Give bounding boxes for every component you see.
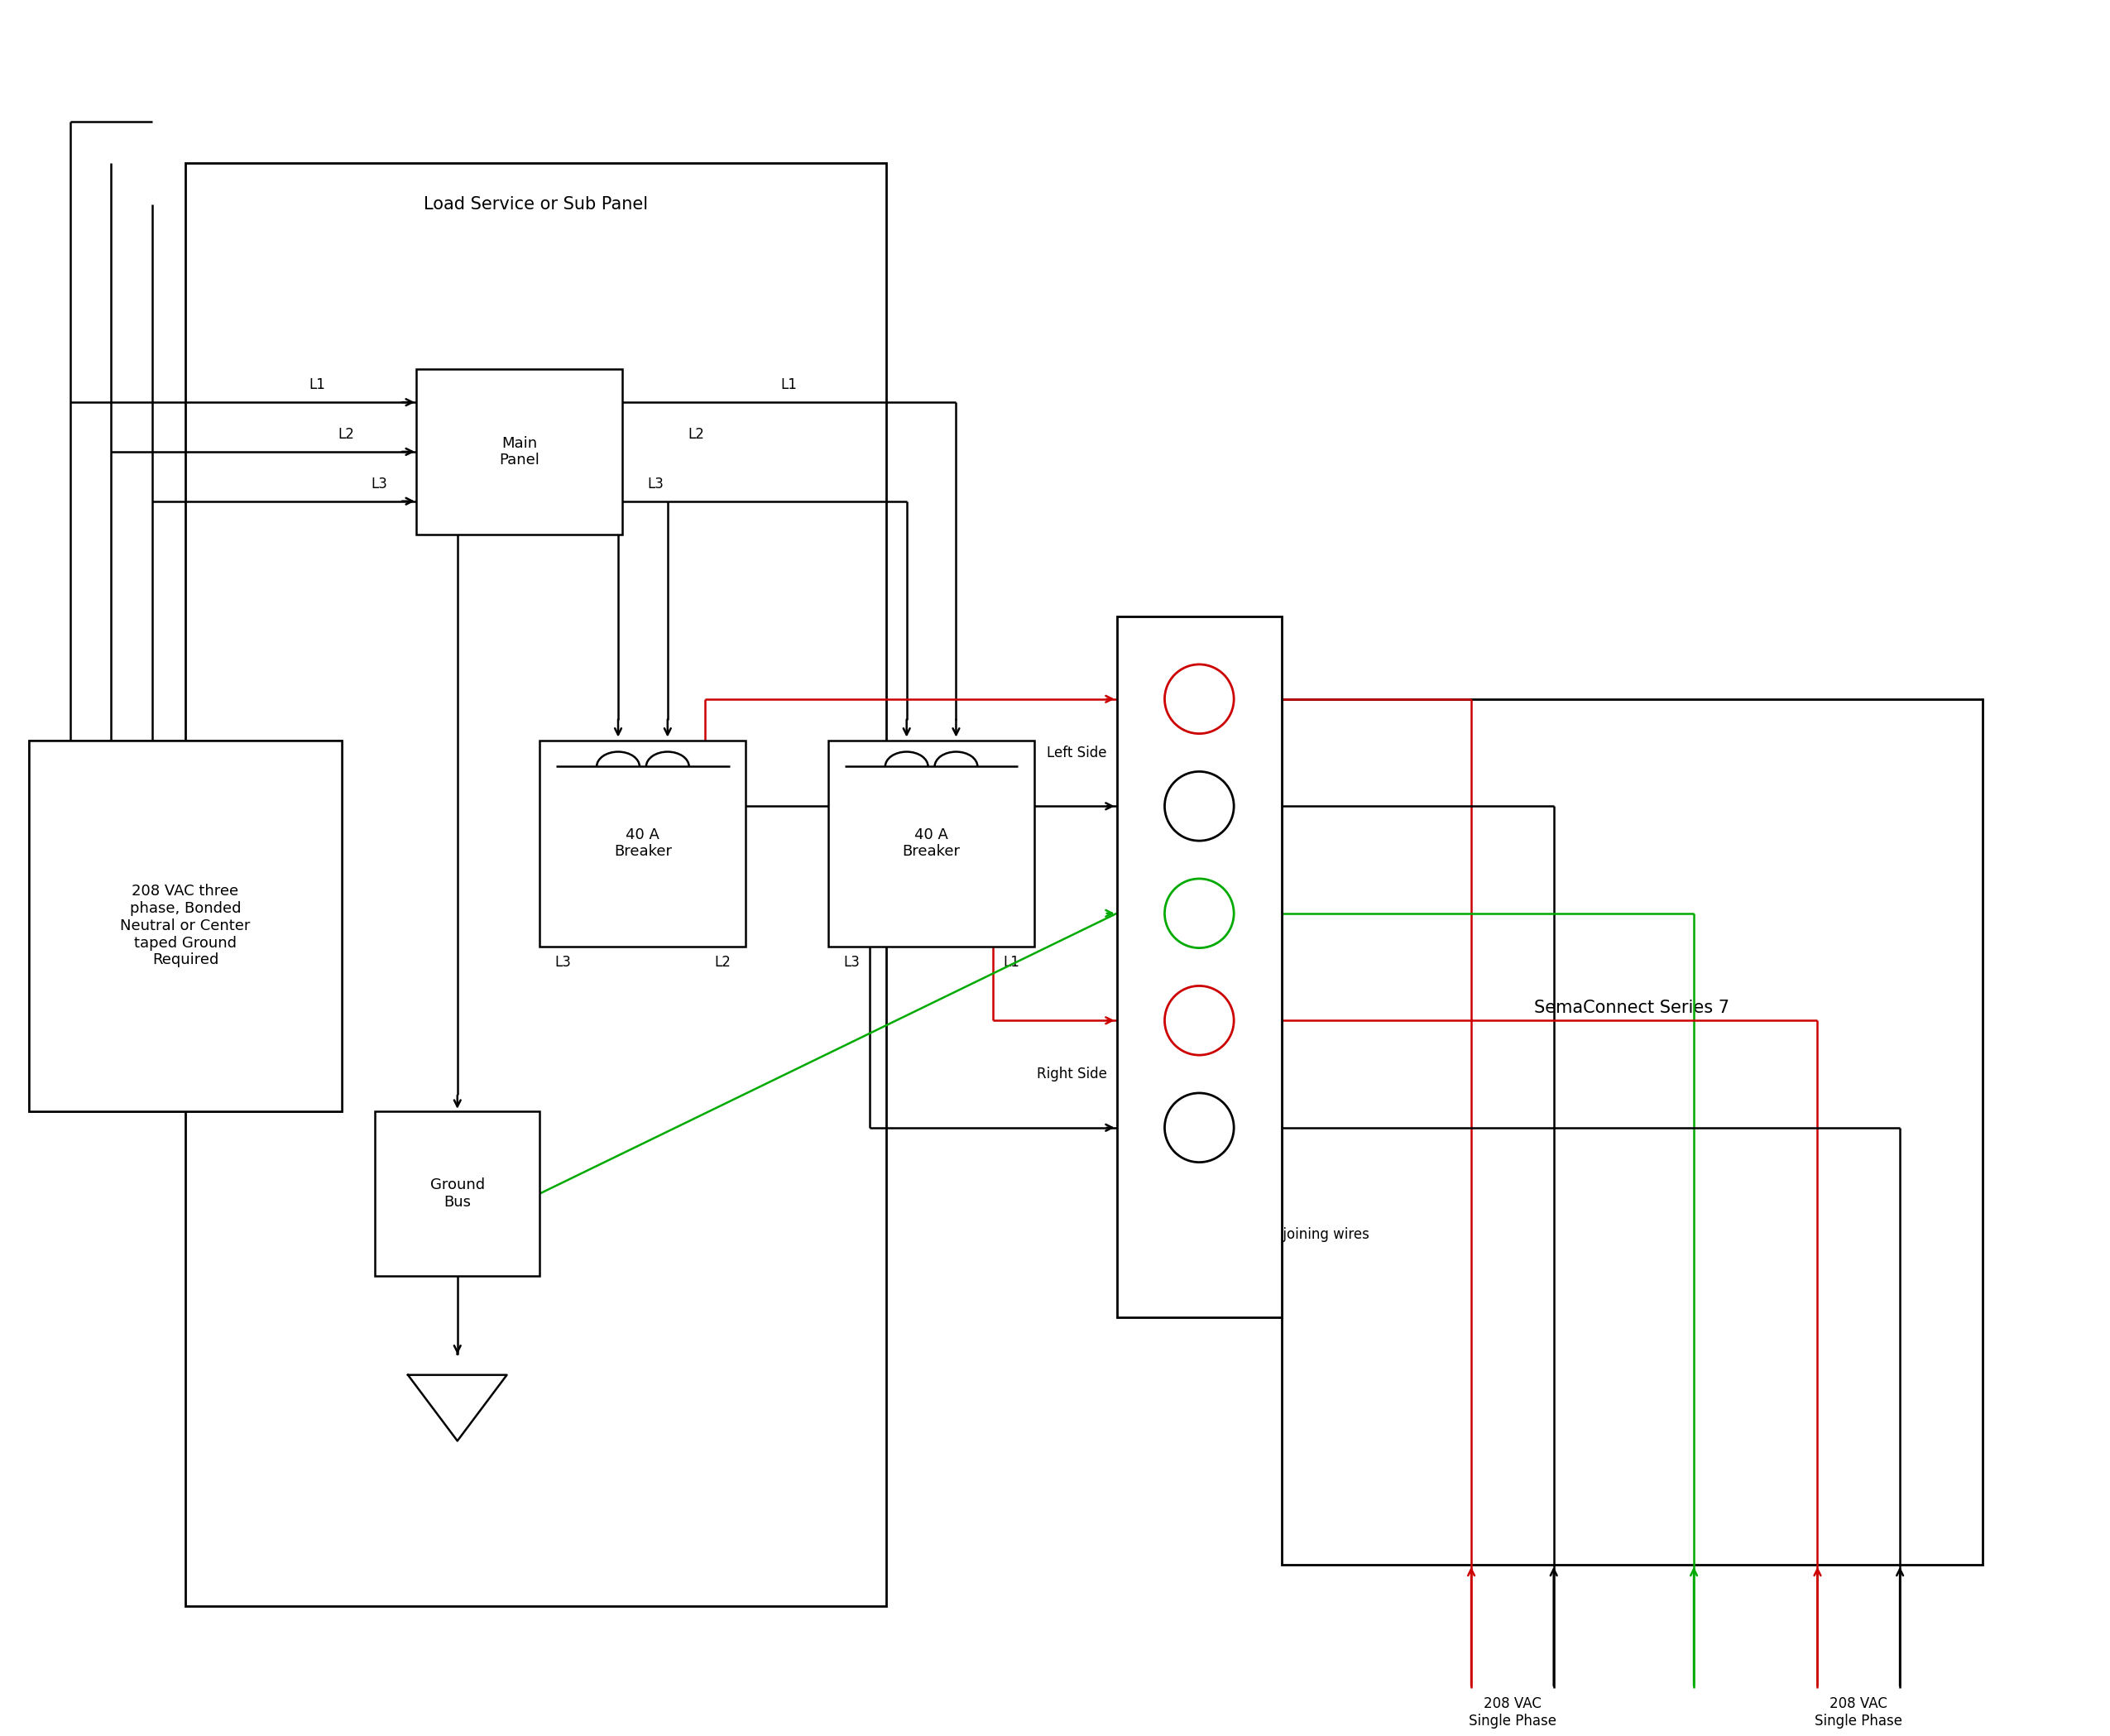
- Text: L2: L2: [715, 955, 730, 969]
- Text: L1: L1: [308, 377, 325, 392]
- Text: Use wire nuts for joining wires: Use wire nuts for joining wires: [1160, 1227, 1369, 1243]
- Bar: [30, 740, 342, 1111]
- Bar: [376, 1111, 540, 1276]
- Bar: [30, 740, 342, 1111]
- Text: L3: L3: [648, 476, 663, 491]
- Text: Left Side: Left Side: [1047, 745, 1108, 760]
- Text: L1: L1: [781, 377, 798, 392]
- Text: L2: L2: [338, 427, 354, 443]
- Text: 208 VAC three
phase, Bonded
Neutral or Center
taped Ground
Required: 208 VAC three phase, Bonded Neutral or C…: [120, 884, 251, 967]
- Text: L1: L1: [1002, 955, 1019, 969]
- Text: 208 VAC three
phase, Bonded
Neutral or Center
taped Ground
Required: 208 VAC three phase, Bonded Neutral or C…: [120, 884, 251, 967]
- Text: Load Service or Sub Panel: Load Service or Sub Panel: [424, 196, 648, 214]
- Text: Ground
Bus: Ground Bus: [430, 1177, 485, 1210]
- Text: Main
Panel: Main Panel: [498, 436, 540, 467]
- Text: Right Side: Right Side: [1036, 1066, 1108, 1082]
- Text: SemaConnect Series 7: SemaConnect Series 7: [1534, 1000, 1730, 1016]
- Bar: [1116, 616, 1281, 1318]
- Bar: [829, 740, 1034, 946]
- Circle shape: [1165, 878, 1234, 948]
- Circle shape: [1165, 665, 1234, 734]
- Circle shape: [1165, 1094, 1234, 1163]
- Bar: [540, 740, 747, 946]
- Text: 40 A
Breaker: 40 A Breaker: [903, 828, 960, 859]
- Text: L3: L3: [371, 476, 388, 491]
- Text: L3: L3: [555, 955, 572, 969]
- Circle shape: [1165, 986, 1234, 1055]
- Bar: [1281, 700, 1981, 1564]
- Bar: [186, 163, 886, 1606]
- Text: L3: L3: [844, 955, 859, 969]
- Circle shape: [1165, 771, 1234, 840]
- Text: 208 VAC
Single Phase: 208 VAC Single Phase: [1469, 1696, 1557, 1729]
- Text: 208 VAC
Single Phase: 208 VAC Single Phase: [1815, 1696, 1903, 1729]
- Bar: [416, 370, 622, 535]
- Text: L2: L2: [688, 427, 705, 443]
- Text: 40 A
Breaker: 40 A Breaker: [614, 828, 671, 859]
